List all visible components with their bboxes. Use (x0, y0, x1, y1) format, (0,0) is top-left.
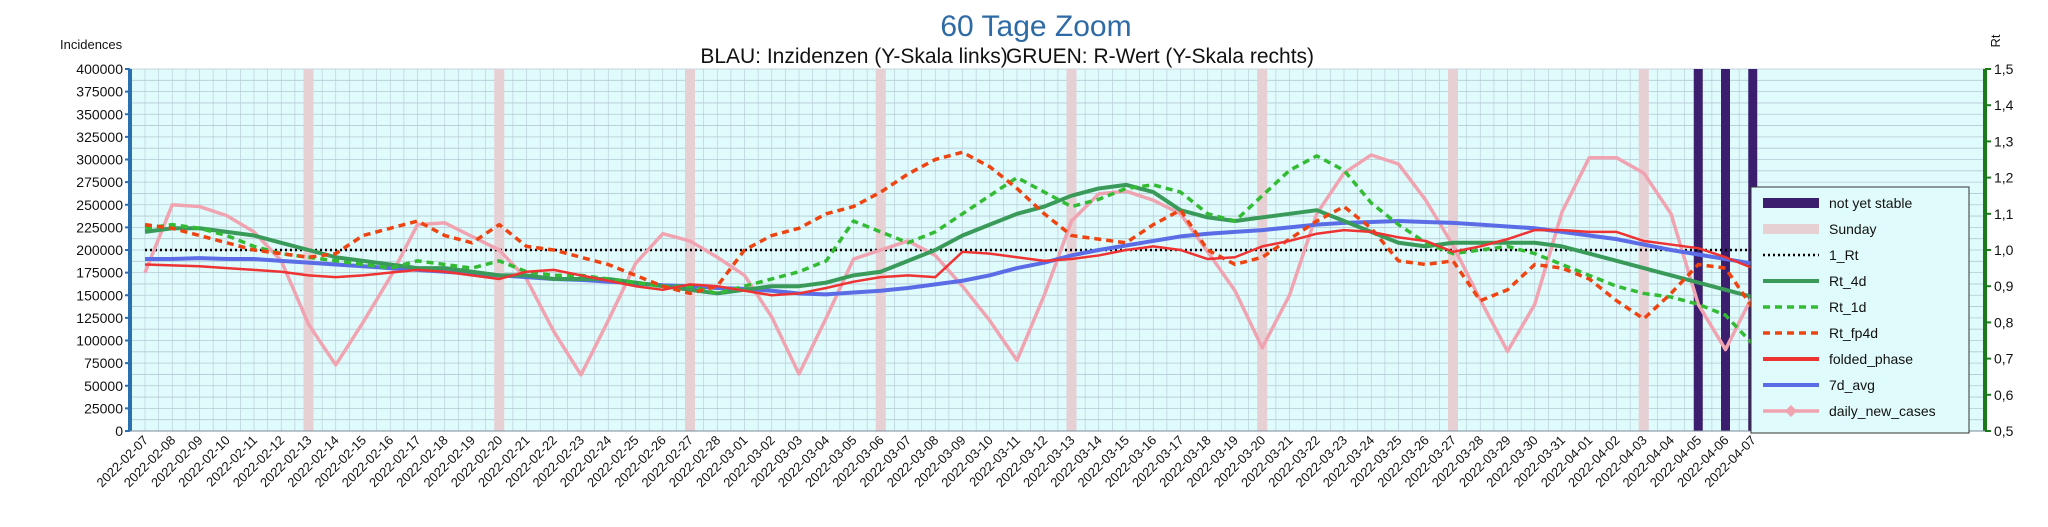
y-tick-left: 200000 (76, 242, 123, 258)
y-tick-left: 100000 (76, 333, 123, 349)
y-tick-left: 350000 (76, 106, 123, 122)
y-tick-right: 0,7 (1994, 351, 2014, 367)
legend-label: daily_new_cases (1829, 403, 1936, 419)
y-tick-right: 1,4 (1994, 97, 2014, 113)
y-tick-right: 1,1 (1994, 206, 2014, 222)
y-tick-right: 1,3 (1994, 133, 2014, 149)
legend-label: not yet stable (1829, 195, 1912, 211)
legend-marker (1785, 405, 1797, 417)
y-tick-right: 1,0 (1994, 242, 2014, 258)
series-lines (143, 150, 1755, 377)
legend: not yet stable Sunday 1_Rt Rt_4d Rt_1d Rt_fp4… (1750, 186, 1970, 434)
sunday-band-2022-03-27 (1448, 69, 1458, 431)
series-Rt_4d (144, 182, 1754, 299)
legend-label: 1_Rt (1829, 247, 1859, 263)
chart-subtitle-right: GRUEN: R-Wert (Y-Skala rechts) (1006, 45, 1314, 68)
legend-label: folded_phase (1829, 351, 1913, 367)
y-tick-right: 0,5 (1994, 423, 2014, 439)
y-tick-right: 1,5 (1994, 61, 2014, 77)
legend-label: Rt_1d (1829, 299, 1866, 315)
y-tick-left: 150000 (76, 287, 123, 303)
legend-label: Sunday (1829, 221, 1876, 237)
legend-swatch (1763, 198, 1819, 208)
unstable-band-2022-04-05 (1693, 69, 1703, 431)
y-tick-left: 375000 (76, 84, 123, 100)
y-tick-right: 1,2 (1994, 170, 2014, 186)
sunday-band-2022-04-03 (1638, 69, 1649, 431)
legend-label: 7d_avg (1829, 377, 1875, 393)
series-folded_phase (144, 228, 1754, 297)
y-axis-left-label: Incidences (60, 37, 123, 52)
legend-label: Rt_4d (1829, 273, 1866, 289)
y-tick-right: 0,6 (1994, 387, 2014, 403)
y-tick-right: 0,9 (1994, 278, 2014, 294)
y-tick-left: 250000 (76, 197, 123, 213)
y-axis-right-label: Rt (1988, 34, 2003, 47)
y-tick-left: 75000 (84, 355, 123, 371)
y-tick-left: 175000 (76, 265, 123, 281)
series-Rt_1d (144, 154, 1755, 346)
series-Rt_fp4d (144, 150, 1755, 321)
y-tick-left: 400000 (76, 61, 123, 77)
chart-subtitle-left: BLAU: Inzidenzen (Y-Skala links) (700, 45, 1007, 68)
y-tick-left: 325000 (76, 129, 123, 145)
y-tick-left: 225000 (76, 219, 123, 235)
legend-swatch (1763, 224, 1819, 234)
sunday-band-2022-03-20 (1257, 69, 1268, 431)
y-tick-left: 300000 (76, 152, 123, 168)
y-tick-left: 50000 (84, 378, 123, 394)
y-tick-left: 0 (115, 423, 123, 439)
y-tick-left: 25000 (84, 400, 123, 416)
series-daily_new_cases (143, 153, 1755, 377)
y-tick-right: 0,8 (1994, 314, 2014, 330)
legend-label: Rt_fp4d (1829, 325, 1878, 341)
chart-title: 60 Tage Zoom (940, 10, 1131, 43)
y-tick-left: 275000 (76, 174, 123, 190)
y-tick-left: 125000 (76, 310, 123, 326)
